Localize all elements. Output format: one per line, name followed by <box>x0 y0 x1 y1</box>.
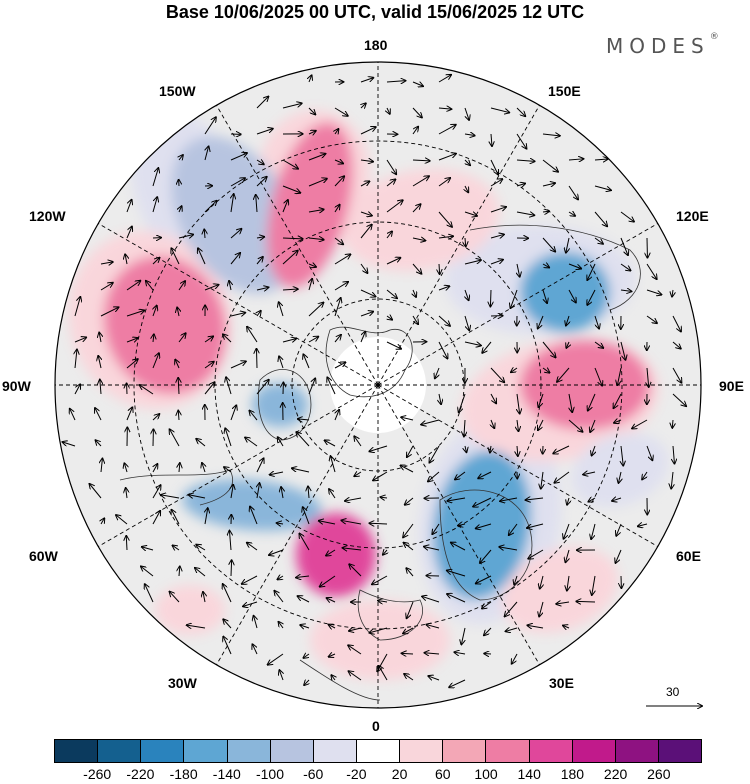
colorbar-tick-label: -260 <box>83 766 111 782</box>
lon-label-30w: 30W <box>168 675 197 691</box>
colorbar-tick-label: 60 <box>435 766 451 782</box>
lon-label-90w: 90W <box>2 378 31 394</box>
map-disk <box>44 62 701 708</box>
reference-vector-label: 30 <box>666 685 679 699</box>
lon-label-150w: 150W <box>159 83 196 99</box>
colorbar-swatch <box>314 740 357 762</box>
wind-vector <box>484 653 491 654</box>
colorbar-swatch <box>357 740 400 762</box>
colorbar-swatch <box>55 740 98 762</box>
wind-vector <box>231 560 232 576</box>
colorbar-swatch <box>573 740 616 762</box>
colorbar-swatch <box>271 740 314 762</box>
wind-vector <box>256 349 257 368</box>
colorbar-tick-label: -140 <box>213 766 241 782</box>
colorbar <box>54 739 702 763</box>
lon-label-120w: 120W <box>29 208 66 224</box>
colorbar-swatch <box>400 740 443 762</box>
colorbar-tick-label: -220 <box>126 766 154 782</box>
colorbar-swatch <box>184 740 227 762</box>
wind-vector <box>402 653 413 654</box>
lon-label-150e: 150E <box>548 83 581 99</box>
colorbar-tick-label: -180 <box>170 766 198 782</box>
colorbar-swatch <box>486 740 529 762</box>
lon-label-60e: 60E <box>676 548 701 564</box>
colorbar-tick-label: 260 <box>647 766 670 782</box>
colorbar-swatch <box>141 740 184 762</box>
wind-vector <box>576 601 595 602</box>
colorbar-tick-label: 180 <box>561 766 584 782</box>
colorbar-labels: -260 -220 -180 -140 -100 -60 -20 20 60 100 140 180 2… <box>0 766 750 784</box>
colorbar-swatch <box>443 740 486 762</box>
colorbar-tick-label: -60 <box>303 766 323 782</box>
colorbar-tick-label: 220 <box>604 766 627 782</box>
lon-label-60w: 60W <box>29 548 58 564</box>
lon-label-90e: 90E <box>719 378 744 394</box>
colorbar-swatch <box>98 740 141 762</box>
colorbar-tick-label: 100 <box>474 766 497 782</box>
anomaly-pos-atlantic <box>296 513 376 597</box>
lon-label-180: 180 <box>364 37 387 53</box>
wind-vector <box>439 264 440 274</box>
colorbar-tick-label: 140 <box>518 766 541 782</box>
colorbar-swatch <box>616 740 659 762</box>
lon-label-0: 0 <box>372 718 380 734</box>
colorbar-tick-label: -100 <box>256 766 284 782</box>
lon-label-120e: 120E <box>676 208 709 224</box>
colorbar-tick-label: -20 <box>346 766 366 782</box>
wind-vector <box>490 290 491 306</box>
wind-vector <box>465 238 466 246</box>
colorbar-swatch <box>228 740 271 762</box>
lon-label-30e: 30E <box>549 675 574 691</box>
colorbar-swatch <box>530 740 573 762</box>
colorbar-tick-label: 20 <box>392 766 408 782</box>
colorbar-swatch <box>659 740 701 762</box>
